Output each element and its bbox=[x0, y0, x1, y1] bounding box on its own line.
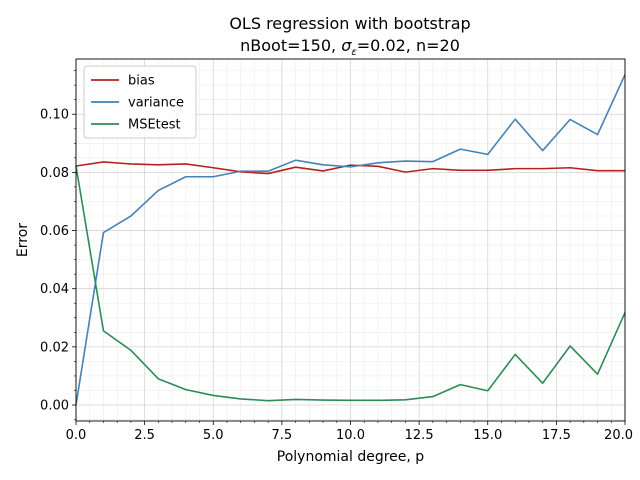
y-tick-label: 0.06 bbox=[40, 224, 69, 239]
x-tick-label: 5.0 bbox=[203, 428, 224, 443]
series-line-bias bbox=[75, 161, 625, 175]
y-tick-label: 0.00 bbox=[40, 399, 69, 414]
x-tick-label: 0.0 bbox=[66, 428, 87, 443]
title-prefix: nBoot=150, bbox=[240, 36, 341, 55]
chart-title-line1: OLS regression with bootstrap bbox=[229, 14, 470, 33]
y-axis-label: Error bbox=[15, 223, 31, 257]
chart-title-line2: nBoot=150, σε=0.02, n=20 bbox=[240, 36, 460, 58]
y-tick-label: 0.10 bbox=[40, 108, 69, 123]
legend: bias variance MSEtest bbox=[83, 65, 197, 139]
title-sigma: σ bbox=[341, 36, 352, 55]
legend-frame bbox=[83, 65, 197, 139]
chart-title: OLS regression with bootstrap nBoot=150,… bbox=[229, 14, 470, 58]
legend-label-variance: variance bbox=[128, 96, 184, 111]
y-tick-label: 0.02 bbox=[40, 340, 69, 355]
x-tick-label: 7.5 bbox=[272, 428, 293, 443]
axis-ticks: 0.0 2.5 5.0 7.5 10.0 12.5 15.0 17.5 20.0 0.00 0.02… bbox=[40, 70, 633, 443]
grid bbox=[75, 59, 626, 421]
legend-label-msetest: MSEtest bbox=[128, 118, 181, 133]
y-tick-label: 0.08 bbox=[40, 166, 69, 181]
x-tick-label: 10.0 bbox=[336, 428, 365, 443]
x-tick-label: 2.5 bbox=[134, 428, 155, 443]
title-suffix: =0.02, n=20 bbox=[357, 36, 460, 55]
series-lines bbox=[75, 74, 626, 406]
y-tick-label: 0.04 bbox=[40, 282, 69, 297]
x-tick-label: 12.5 bbox=[405, 428, 434, 443]
x-tick-label: 15.0 bbox=[473, 428, 502, 443]
series-line-msetest bbox=[75, 165, 626, 402]
x-tick-label: 20.0 bbox=[604, 428, 633, 443]
title-sigma-sub: ε bbox=[351, 47, 357, 58]
series-line-variance bbox=[75, 74, 626, 406]
x-axis-label: Polynomial degree, p bbox=[277, 449, 425, 465]
legend-label-bias: bias bbox=[128, 74, 155, 89]
x-tick-label: 17.5 bbox=[542, 428, 571, 443]
